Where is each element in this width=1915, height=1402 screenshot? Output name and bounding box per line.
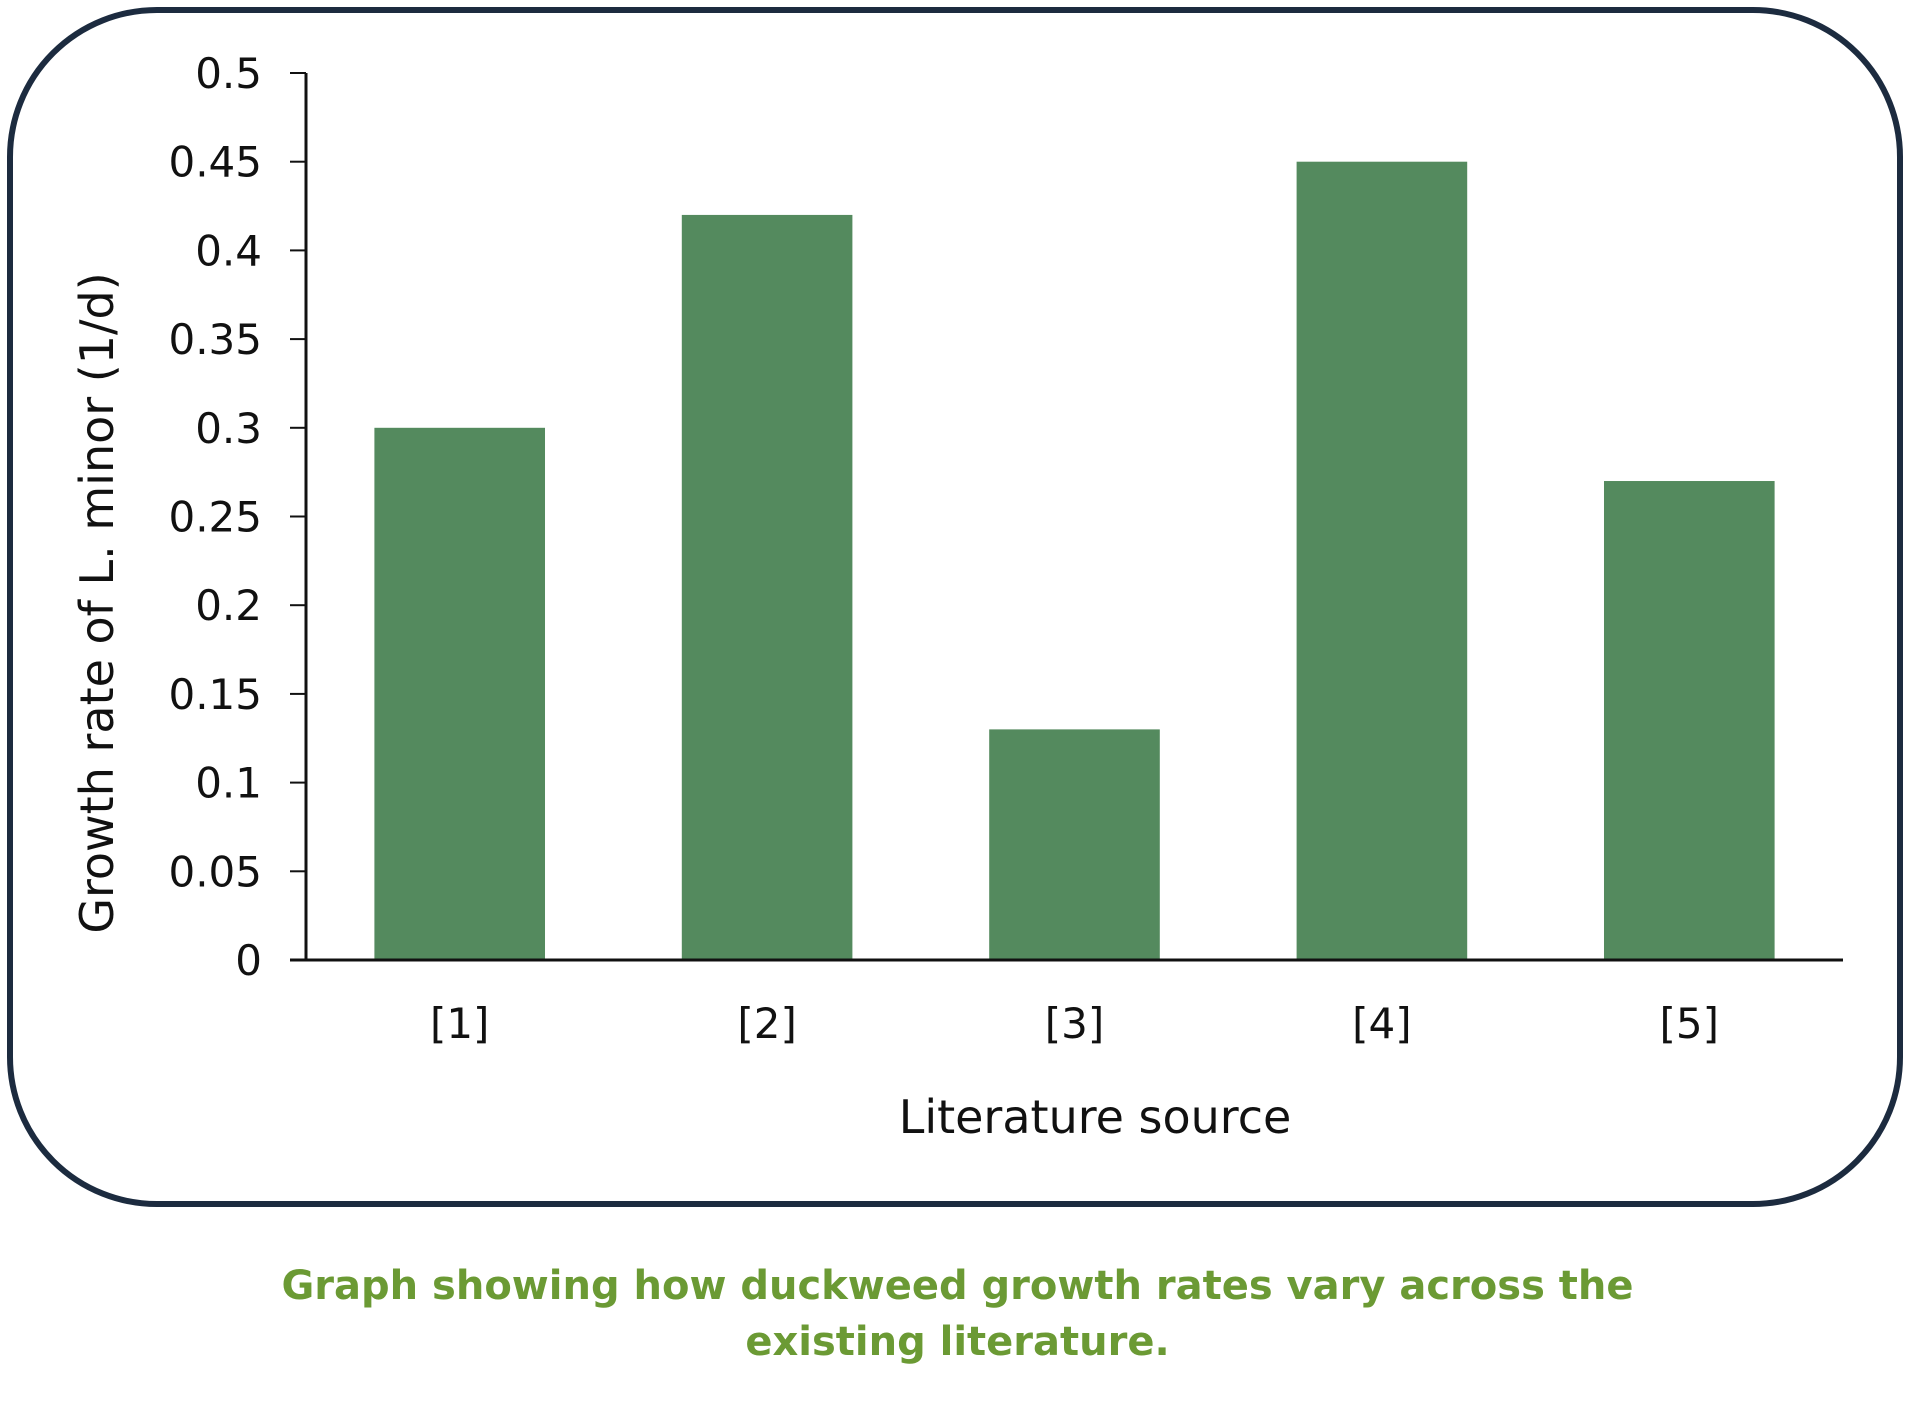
bar (989, 729, 1160, 960)
bar (681, 214, 853, 961)
x-axis-title: Literature source (899, 1090, 1292, 1144)
x-axis-ticks: [1] [2] [3] [4] [5] (430, 999, 1719, 1048)
x-tick-label: [3] (1045, 999, 1105, 1048)
bar (1296, 161, 1468, 960)
y-axis-ticks: 0 0.05 0.1 0.15 0.2 0.25 0.3 0.35 0.4 0.45 0.5 (168, 49, 306, 985)
bar (1603, 481, 1775, 960)
y-tick-label: 0.3 (195, 404, 262, 453)
bar (374, 427, 546, 960)
chart-frame (7, 7, 1903, 1207)
y-tick-label: 0.2 (195, 581, 262, 630)
y-tick-label: 0.5 (195, 49, 262, 98)
x-tick-label: [5] (1660, 999, 1720, 1048)
x-tick-label: [2] (737, 999, 797, 1048)
bar-chart: 0 0.05 0.1 0.15 0.2 0.25 0.3 0.35 0.4 0.45 0.5 [1]… (70, 49, 1843, 1144)
y-tick-label: 0.1 (195, 759, 262, 808)
y-axis-title: Growth rate of L. minor (1/d) (70, 272, 124, 933)
y-tick-label: 0.35 (168, 315, 262, 364)
y-tick-label: 0.15 (168, 670, 262, 719)
caption-text: Graph showing how duckweed growth rates … (281, 1263, 1634, 1365)
figure-caption: Graph showing how duckweed growth rates … (0, 1258, 1915, 1370)
bar-group (374, 161, 1775, 961)
y-tick-label: 0.4 (195, 226, 262, 275)
y-tick-label: 0 (235, 936, 262, 985)
x-tick-label: [4] (1352, 999, 1412, 1048)
y-tick-label: 0.05 (168, 847, 262, 896)
y-tick-label: 0.25 (168, 493, 262, 542)
y-tick-label: 0.45 (168, 138, 262, 187)
x-tick-label: [1] (430, 999, 490, 1048)
